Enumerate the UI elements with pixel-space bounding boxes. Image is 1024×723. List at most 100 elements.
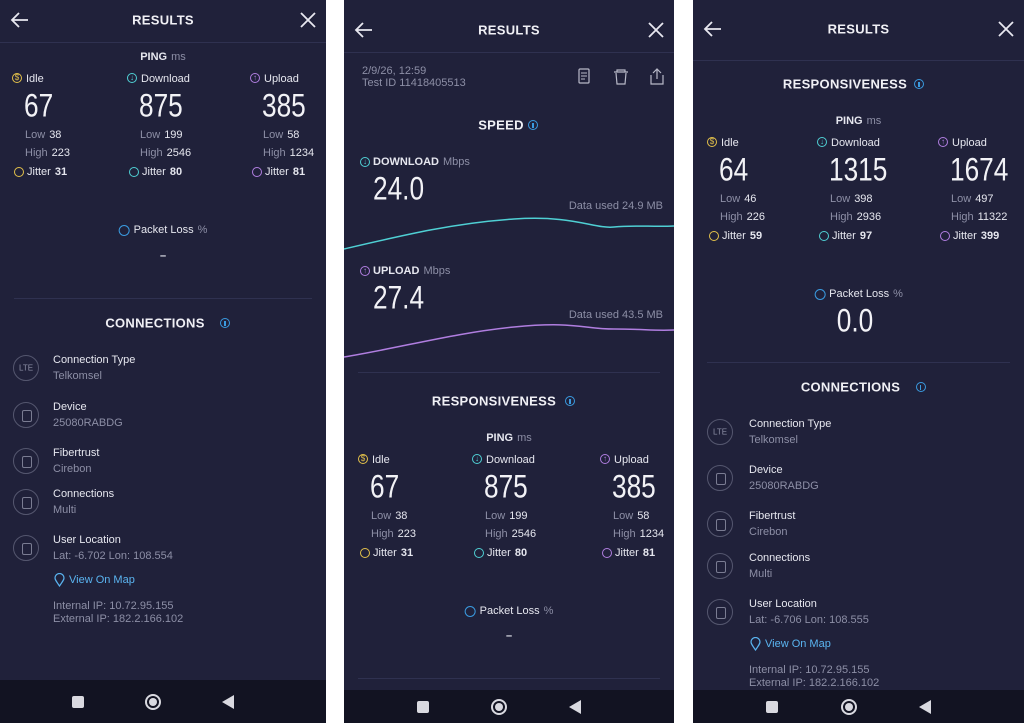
nav-home[interactable]	[144, 693, 162, 711]
jitter-label: Jitter	[265, 166, 289, 178]
internal-ip: Internal IP: 10.72.95.155	[53, 600, 174, 612]
speed-icon: ↓	[360, 157, 370, 167]
ping-value: 64	[719, 151, 749, 188]
ping-column-name: Idle	[26, 73, 44, 85]
close-button[interactable]	[300, 12, 316, 28]
speed-unit: Mbps	[423, 265, 451, 277]
section-title: RESPONSIVENESS	[431, 393, 557, 409]
info-icon	[914, 79, 924, 89]
results-panel: RESULTS 2/9/26, 12:59 Test ID 11418405513 S…	[344, 0, 674, 723]
ping-low: Low 58	[613, 510, 649, 522]
low-label: Low	[371, 510, 392, 522]
high-value: 226	[746, 211, 765, 223]
speed-label: UPLOAD	[373, 265, 420, 277]
ping-column-name: Idle	[721, 137, 739, 149]
ping-jitter: Jitter 31	[373, 547, 413, 559]
back-button[interactable]	[703, 20, 723, 38]
jitter-icon	[129, 167, 139, 177]
ping-high: High 1234	[613, 528, 664, 540]
low-label: Low	[140, 129, 161, 141]
packet-loss-label: Packet Loss	[829, 288, 890, 300]
nav-bar	[344, 690, 674, 723]
connection-label: Device	[749, 464, 783, 476]
packet-loss-icon	[118, 224, 130, 236]
ping-title: PING ms	[486, 432, 532, 444]
ping-high: High 2936	[830, 211, 881, 223]
data-used: Data used 43.5 MB	[568, 309, 663, 321]
connection-icon-text: LTE	[712, 427, 728, 437]
jitter-label: Jitter	[487, 547, 511, 559]
connection-glyph	[716, 519, 726, 531]
ping-icon: $	[707, 137, 717, 147]
close-button[interactable]	[648, 22, 664, 38]
connection-value: Cirebon	[749, 526, 788, 538]
nav-back[interactable]	[918, 699, 931, 714]
connection-label: Fibertrust	[749, 510, 796, 522]
high-label: High	[485, 528, 508, 540]
high-label: High	[140, 147, 163, 159]
nav-home[interactable]	[490, 698, 508, 716]
nav-home[interactable]	[840, 698, 858, 716]
info-dot	[569, 399, 571, 404]
low-value: 398	[854, 193, 873, 205]
connection-icon	[707, 511, 733, 537]
nav-recent[interactable]	[766, 700, 779, 713]
test-date: 2/9/26, 12:59	[362, 65, 427, 77]
info-icon	[915, 382, 926, 392]
ping-unit: ms	[517, 432, 532, 444]
info-dot	[532, 123, 534, 128]
connection-label: Connection Type	[749, 418, 832, 430]
packet-loss-label: Packet Loss	[479, 605, 540, 617]
jitter-label: Jitter	[27, 166, 51, 178]
high-label: High	[371, 528, 394, 540]
speed-icon: ↑	[360, 266, 370, 276]
back-button[interactable]	[10, 11, 30, 29]
low-label: Low	[720, 193, 741, 205]
info-icon	[565, 396, 575, 406]
ping-column-name: Upload	[264, 73, 299, 85]
ping-value: 385	[612, 468, 656, 505]
ping-jitter: Jitter 399	[953, 230, 999, 242]
ping-icon: ↑	[600, 454, 610, 464]
high-value: 223	[51, 147, 70, 159]
nav-bar	[0, 680, 326, 723]
nav-back[interactable]	[222, 694, 235, 709]
high-value: 1234	[289, 147, 315, 159]
nav-recent[interactable]	[417, 700, 430, 713]
ping-column-name: Download	[831, 137, 880, 149]
jitter-icon	[474, 548, 484, 558]
map-link[interactable]: View On Map	[765, 638, 831, 650]
ping-jitter: Jitter 59	[722, 230, 762, 242]
ping-low: Low 38	[25, 129, 61, 141]
jitter-value: 81	[642, 547, 656, 559]
ping-icon: $	[12, 73, 22, 83]
low-label: Low	[263, 129, 284, 141]
back-button[interactable]	[354, 21, 374, 39]
divider	[14, 298, 312, 299]
connection-icon	[13, 489, 39, 515]
high-label: High	[25, 147, 48, 159]
jitter-value: 59	[749, 230, 763, 242]
share-actions[interactable]	[576, 68, 666, 86]
low-label: Low	[951, 193, 972, 205]
ping-column-name: Idle	[372, 454, 390, 466]
nav-recent[interactable]	[72, 695, 85, 708]
close-button[interactable]	[998, 21, 1014, 37]
ping-low: Low 199	[485, 510, 528, 522]
packet-loss-label: Packet Loss	[133, 224, 194, 236]
connection-icon	[13, 402, 39, 428]
low-value: 497	[975, 193, 994, 205]
connection-value: 25080RABDG	[749, 480, 819, 492]
map-link[interactable]: View On Map	[69, 574, 135, 586]
packet-loss-unit: %	[893, 288, 903, 300]
connection-value: Lat: -6.702 Lon: 108.554	[53, 550, 173, 562]
connection-icon-text: LTE	[18, 363, 34, 373]
ping-low: Low 497	[951, 193, 994, 205]
jitter-value: 31	[400, 547, 414, 559]
connection-label: Connections	[749, 552, 811, 564]
nav-back[interactable]	[569, 699, 581, 714]
ping-title: PING ms	[836, 115, 882, 127]
jitter-icon	[709, 231, 719, 241]
connection-value: Telkomsel	[53, 370, 102, 382]
ping-low: Low 398	[830, 193, 873, 205]
